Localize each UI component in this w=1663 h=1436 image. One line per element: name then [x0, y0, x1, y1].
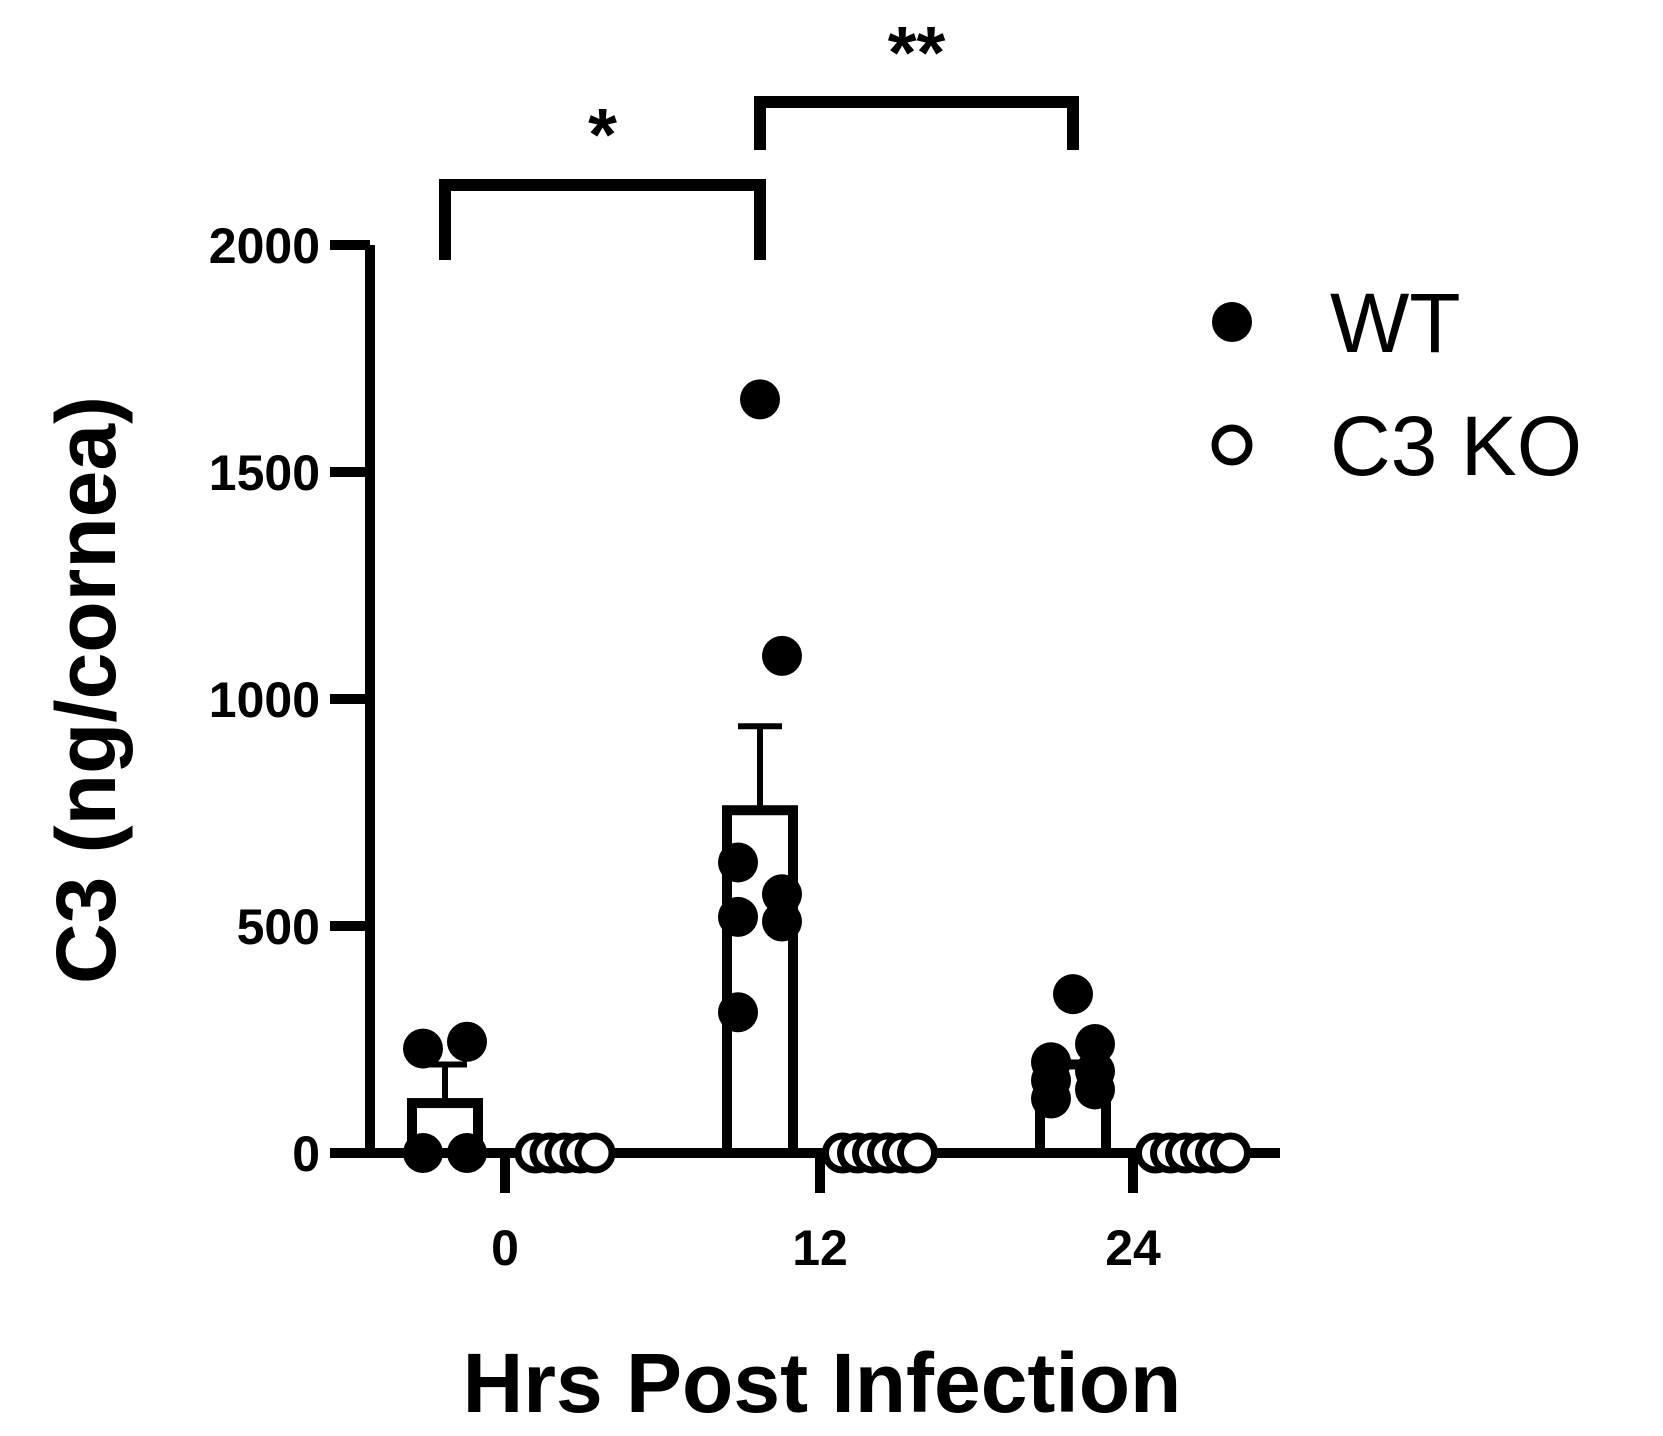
x-tick-label: 24 [1105, 1220, 1161, 1276]
x-axis-title: Hrs Post Infection [463, 1336, 1182, 1430]
significance-label: * [588, 93, 617, 176]
bars [407, 723, 1111, 1159]
significance-bracket [439, 179, 766, 260]
y-tick-label: 2000 [209, 218, 320, 274]
wt-point [718, 842, 758, 883]
wt-point [762, 901, 802, 942]
x-tick-label: 12 [792, 1220, 848, 1276]
y-axis: 0 500 1000 1500 2000 [209, 218, 375, 1182]
wt-point [718, 992, 758, 1033]
wt-point [762, 635, 802, 676]
x-axis: 0 12 24 [365, 1148, 1280, 1276]
wt-point [447, 1021, 487, 1062]
data-points [403, 379, 1251, 1174]
y-tick-label: 500 [237, 899, 320, 955]
legend-label: C3 KO [1330, 399, 1582, 493]
x-tick-label: 0 [491, 1220, 519, 1276]
y-tick-label: 0 [292, 1126, 320, 1182]
wt-point [447, 1133, 487, 1173]
y-axis-title: C3 (ng/cornea) [39, 396, 133, 984]
ko-point [897, 1132, 938, 1174]
wt-point [718, 896, 758, 937]
wt-point [403, 1133, 443, 1173]
significance-bracket [754, 96, 1079, 150]
y-tick-label: 1000 [209, 672, 320, 728]
wt-point [403, 1028, 443, 1069]
wt-point [1053, 974, 1093, 1015]
significance-brackets: *** [439, 11, 1079, 260]
legend: WT C3 KO [1211, 276, 1582, 493]
wt-point [740, 379, 780, 420]
legend-marker-wt [1212, 302, 1252, 342]
ko-point [574, 1132, 616, 1174]
ko-point [1210, 1132, 1251, 1174]
legend-marker-ko [1211, 424, 1253, 466]
wt-point [1031, 1078, 1071, 1119]
y-tick-label: 1500 [209, 445, 320, 501]
wt-point [1075, 1069, 1115, 1110]
significance-label: ** [888, 11, 946, 94]
legend-label: WT [1330, 276, 1461, 370]
